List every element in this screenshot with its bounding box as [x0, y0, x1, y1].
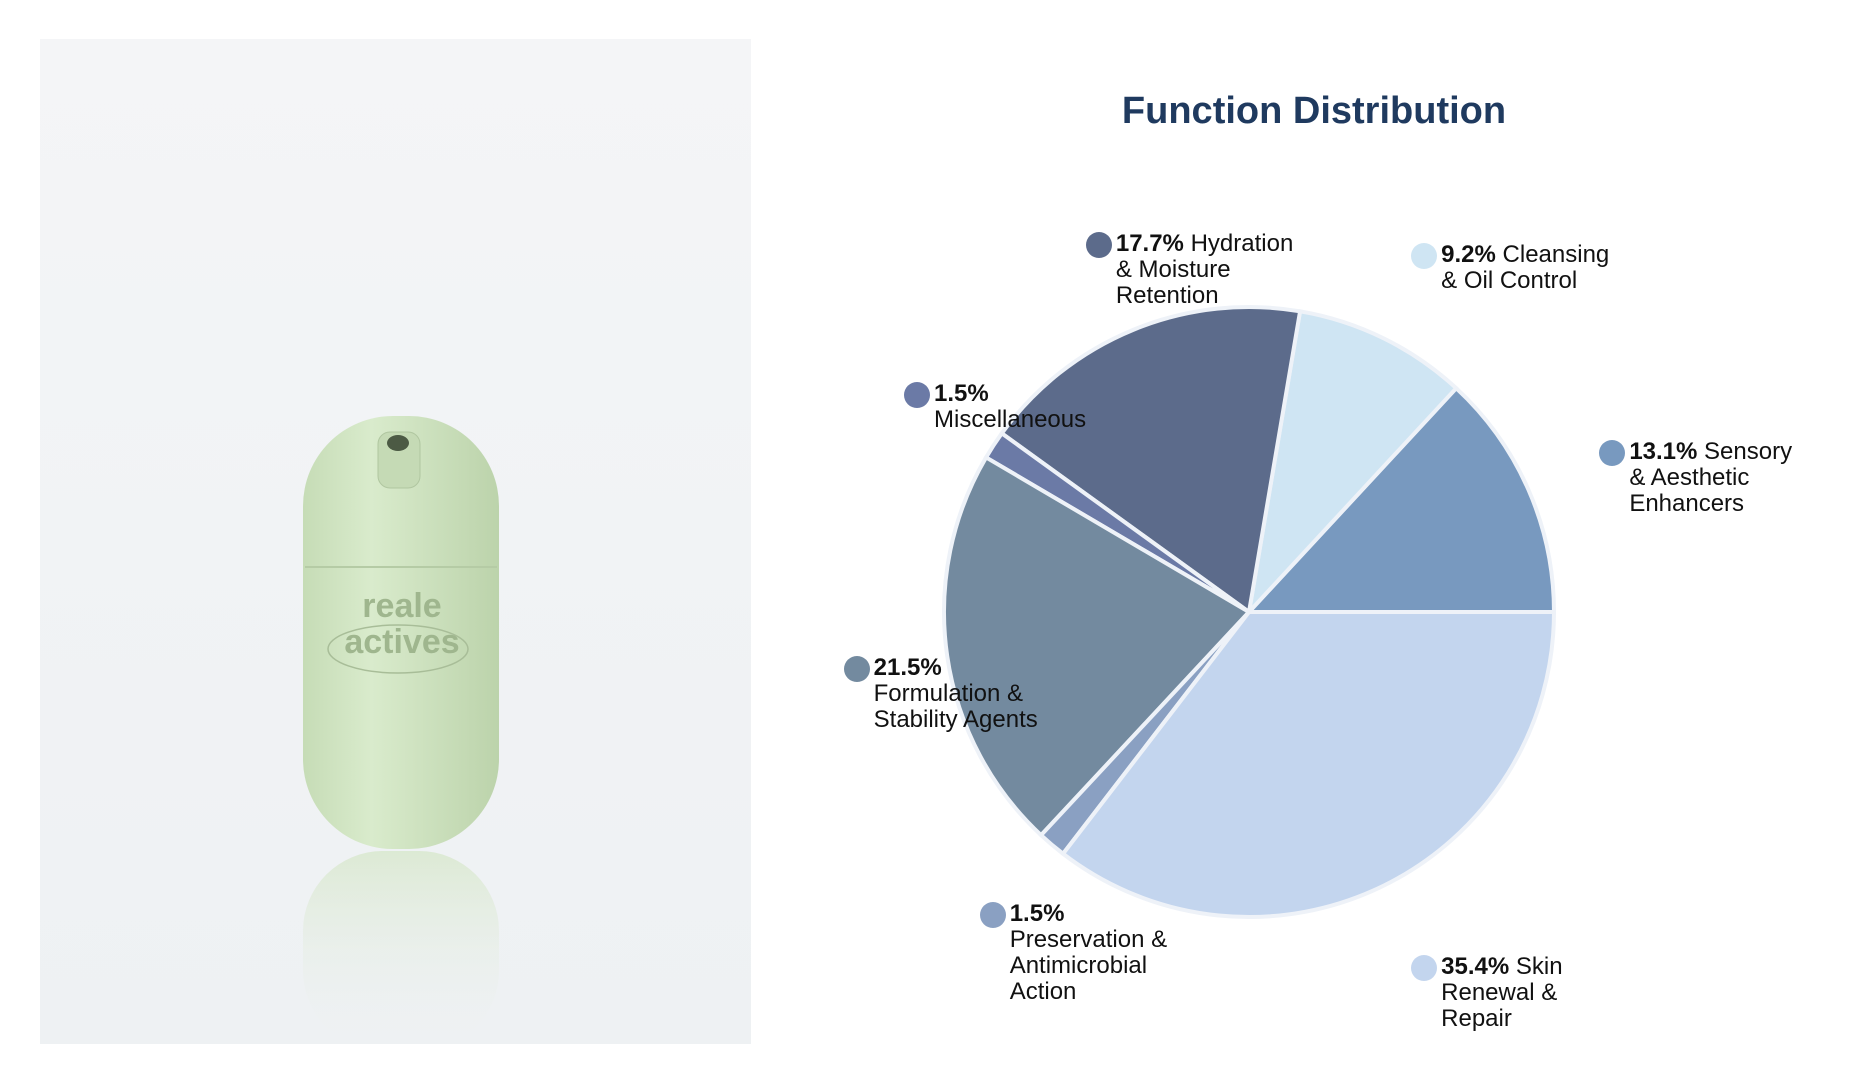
- category-label: Sensory & Aesthetic Enhancers: [1629, 438, 1793, 518]
- reflection: [303, 851, 499, 1044]
- slice-label: 13.1% Sensory & Aesthetic Enhancers: [1629, 439, 1814, 517]
- category-label: Cleansing & Oil Control: [1441, 241, 1610, 295]
- slice-label: 35.4% Skin Renewal & Repair: [1441, 952, 1626, 1032]
- label-dot: [979, 901, 1006, 928]
- category-label: Skin Renewal & Repair: [1441, 952, 1563, 1032]
- label-dot: [1411, 243, 1438, 270]
- slice-label: 1.5% Miscellaneous: [934, 381, 1119, 433]
- category-label: Preservation & Antimicrobial Action: [1009, 925, 1168, 1005]
- nozzle-hole: [387, 435, 409, 451]
- value-label: 1.5%: [934, 380, 989, 408]
- pie-slice: [1060, 610, 1557, 919]
- label-dot: [1599, 440, 1626, 467]
- label-dot: [1411, 954, 1438, 981]
- pie-slice: [1245, 308, 1460, 619]
- value-label: 13.1%: [1629, 438, 1698, 466]
- slice-label: 9.2% Cleansing & Oil Control: [1441, 242, 1626, 294]
- label-dot: [843, 656, 870, 683]
- slice-label: 1.5% Preservation & Antimicrobial Action: [1009, 899, 1195, 1005]
- logo-swirl: [327, 624, 469, 674]
- bottle-drawing: reale actives: [303, 416, 499, 1044]
- brand-text: actives: [344, 623, 459, 661]
- product-photo: reale actives: [40, 39, 751, 1044]
- slice-label: 21.5% Formulation & Stability Agents: [874, 655, 1059, 733]
- value-label: 9.2%: [1441, 241, 1496, 269]
- category-label: Miscellaneous: [934, 406, 1087, 434]
- slice-label: 17.7% Hydration & Moisture Retention: [1116, 231, 1301, 309]
- label-dot: [904, 382, 931, 409]
- value-label: 21.5%: [873, 654, 942, 682]
- label-dot: [1085, 232, 1112, 259]
- chart-title: Function Distribution: [1122, 90, 1506, 132]
- value-label: 35.4%: [1441, 952, 1510, 980]
- bottle: [303, 416, 499, 849]
- value-label: 1.5%: [1009, 899, 1065, 927]
- value-label: 17.7%: [1115, 230, 1184, 258]
- pie-slice: [942, 454, 1253, 838]
- pie-slice: [999, 305, 1303, 616]
- brand-text: reale: [362, 587, 441, 625]
- category-label: Hydration & Moisture Retention: [1115, 230, 1294, 310]
- category-label: Formulation & Stability Agents: [873, 680, 1038, 734]
- pie-slice: [1244, 385, 1557, 614]
